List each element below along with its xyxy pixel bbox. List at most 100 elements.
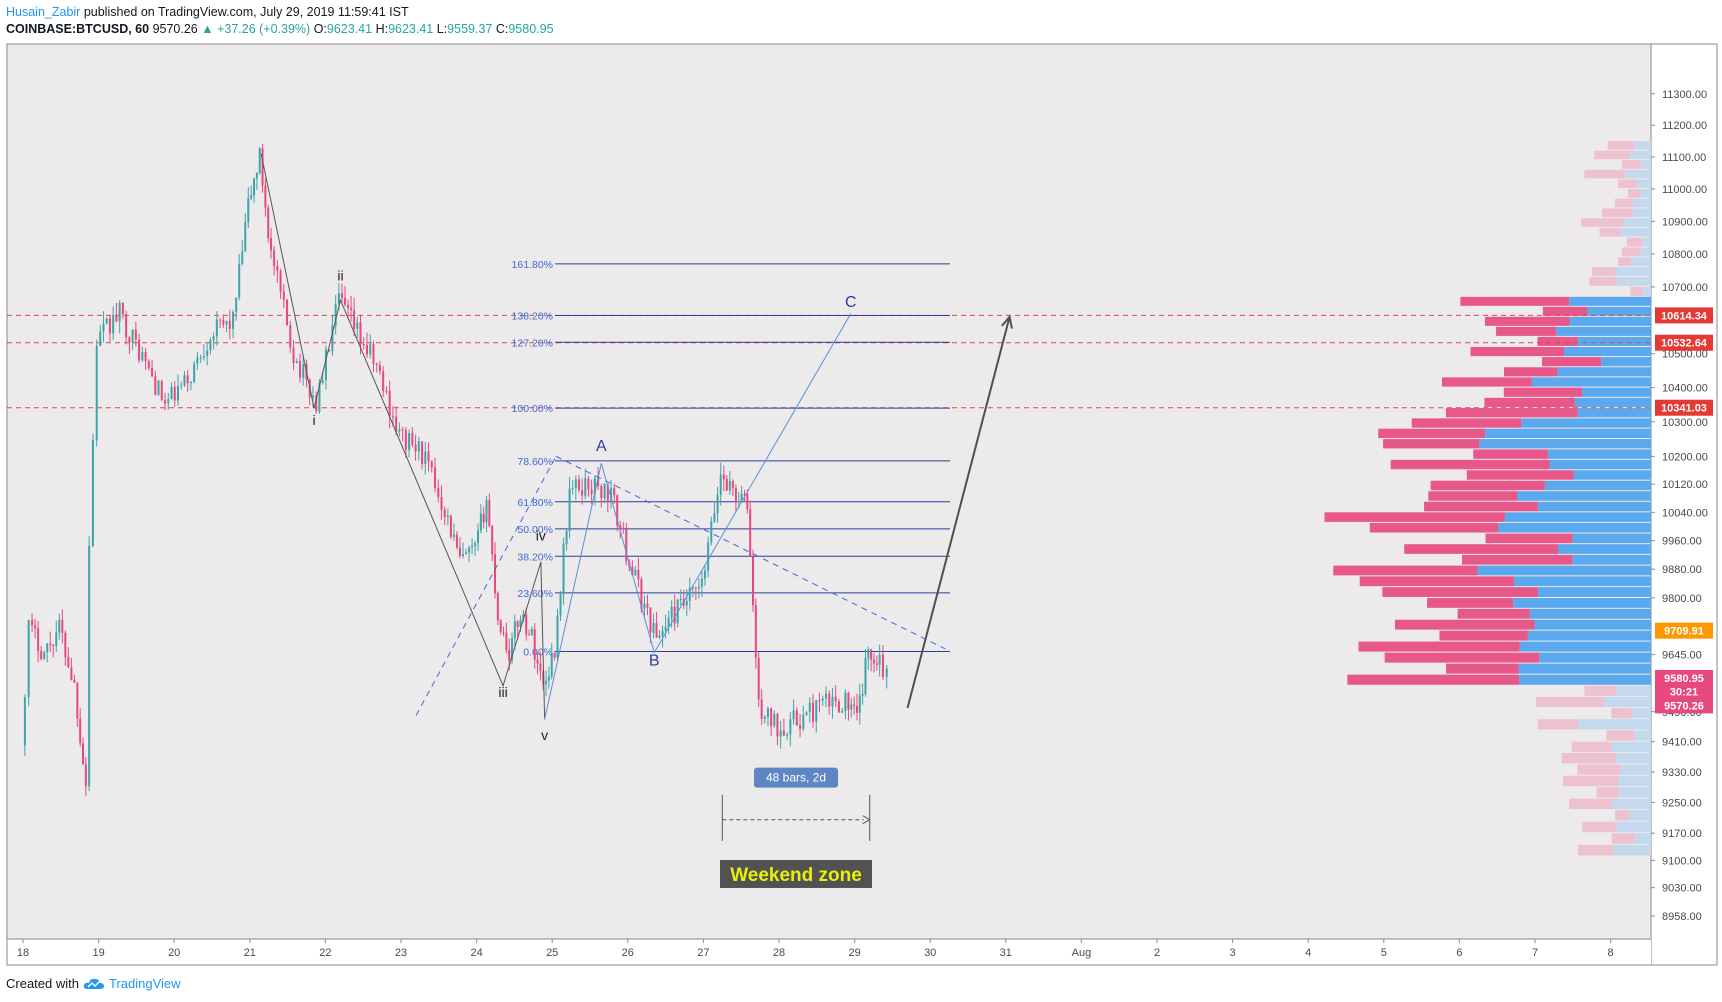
- candle-body: [222, 320, 225, 325]
- vp-down-bar: [1470, 346, 1564, 357]
- publish-info: published on TradingView.com, July 29, 2…: [83, 5, 409, 19]
- candle-body: [157, 380, 160, 395]
- candle-body: [437, 487, 440, 498]
- candle-body: [347, 304, 350, 308]
- candle-body: [324, 349, 327, 380]
- range-badge-text: 48 bars, 2d: [766, 771, 826, 785]
- vp-down-bar: [1347, 674, 1520, 685]
- vp-up-bar: [1517, 491, 1651, 501]
- x-tick-label: 21: [244, 947, 256, 959]
- candle-body: [834, 696, 837, 702]
- last-price: 9570.26: [152, 22, 198, 36]
- candle-body: [115, 315, 118, 322]
- vp-up-bar: [1634, 141, 1651, 150]
- vp-up-bar: [1539, 652, 1651, 663]
- candle-body: [449, 515, 452, 537]
- created-with-label: Created with: [6, 976, 79, 991]
- candle-body: [238, 263, 241, 298]
- candle-body: [494, 554, 497, 594]
- vp-down-bar: [1460, 296, 1570, 306]
- candle-body: [176, 386, 179, 401]
- candle-body: [519, 619, 522, 628]
- y-tick-label: 11000.00: [1662, 184, 1707, 196]
- symbol-label[interactable]: COINBASE:BTCUSD, 60: [6, 22, 150, 36]
- candle-body: [508, 650, 511, 661]
- candle-body: [667, 617, 670, 627]
- candle-body: [488, 500, 491, 526]
- vp-down-bar: [1602, 208, 1634, 218]
- candle-body: [212, 336, 215, 341]
- candle-body: [700, 578, 703, 587]
- candle-body: [528, 634, 531, 636]
- candle-body: [792, 710, 795, 720]
- vp-down-bar: [1439, 630, 1528, 641]
- candle-body: [731, 480, 734, 489]
- vp-up-bar: [1577, 336, 1651, 346]
- vp-down-bar: [1324, 512, 1505, 522]
- tradingview-link[interactable]: TradingView: [108, 976, 181, 991]
- vp-up-bar: [1527, 630, 1651, 641]
- candle-body: [273, 250, 276, 267]
- candle-body: [270, 238, 273, 251]
- vp-up-bar: [1529, 608, 1651, 619]
- open-value: 9623.41: [326, 22, 373, 36]
- candle-body: [828, 693, 831, 707]
- vp-up-bar: [1611, 741, 1651, 753]
- candle-body: [737, 500, 740, 502]
- fib-label: 50.00%: [517, 524, 553, 536]
- y-tick-label: 10400.00: [1662, 383, 1708, 395]
- vp-up-bar: [1616, 685, 1651, 696]
- candle-body: [878, 654, 881, 665]
- candle-body: [740, 493, 743, 501]
- candle-body: [482, 513, 485, 523]
- price-axis-panel[interactable]: [1651, 44, 1717, 939]
- candle-body: [881, 654, 884, 677]
- candle-body: [485, 500, 488, 523]
- candle-body: [31, 620, 34, 626]
- vp-down-bar: [1606, 730, 1635, 741]
- candle-body: [782, 730, 785, 736]
- candle-body: [64, 632, 67, 658]
- candle-body: [850, 704, 853, 710]
- candle-body: [499, 620, 502, 632]
- candle-body: [875, 663, 878, 665]
- candle-body: [350, 307, 353, 311]
- vp-down-bar: [1589, 277, 1617, 286]
- candle-body: [565, 530, 568, 544]
- candle-body: [244, 222, 247, 252]
- vp-up-bar: [1556, 326, 1651, 336]
- vp-down-bar: [1627, 189, 1641, 198]
- candle-body: [292, 347, 295, 363]
- vp-up-bar: [1640, 160, 1651, 169]
- vp-down-bar: [1390, 459, 1550, 470]
- candle-body: [241, 251, 244, 264]
- candle-body: [160, 380, 163, 401]
- vp-up-bar: [1563, 346, 1651, 357]
- y-tick-label: 11200.00: [1662, 120, 1707, 132]
- candle-body: [128, 337, 131, 343]
- candle-body: [84, 764, 87, 787]
- vp-up-bar: [1612, 798, 1651, 810]
- fib-label: 127.20%: [512, 337, 553, 349]
- candle-body: [458, 547, 461, 556]
- vp-up-bar: [1513, 597, 1651, 608]
- candle-body: [734, 488, 737, 501]
- volume-profile: [1324, 141, 1651, 856]
- candle-body: [144, 352, 147, 362]
- price-badge: [1655, 334, 1713, 351]
- author-link[interactable]: Husain_Zabir: [6, 5, 81, 19]
- vp-down-bar: [1411, 418, 1522, 428]
- wave-label: i: [312, 412, 315, 428]
- candle-body: [808, 702, 811, 713]
- abc-correction-line: [544, 313, 852, 720]
- candle-body: [404, 430, 407, 450]
- vp-up-bar: [1601, 357, 1651, 367]
- vp-up-bar: [1569, 316, 1651, 326]
- candle-body: [831, 696, 834, 707]
- price-badge-label: 30:21: [1670, 686, 1698, 698]
- time-axis-panel[interactable]: [7, 939, 1651, 965]
- vp-up-bar: [1577, 408, 1651, 418]
- y-tick-label: 9410.00: [1662, 737, 1702, 749]
- candle-body: [597, 478, 600, 487]
